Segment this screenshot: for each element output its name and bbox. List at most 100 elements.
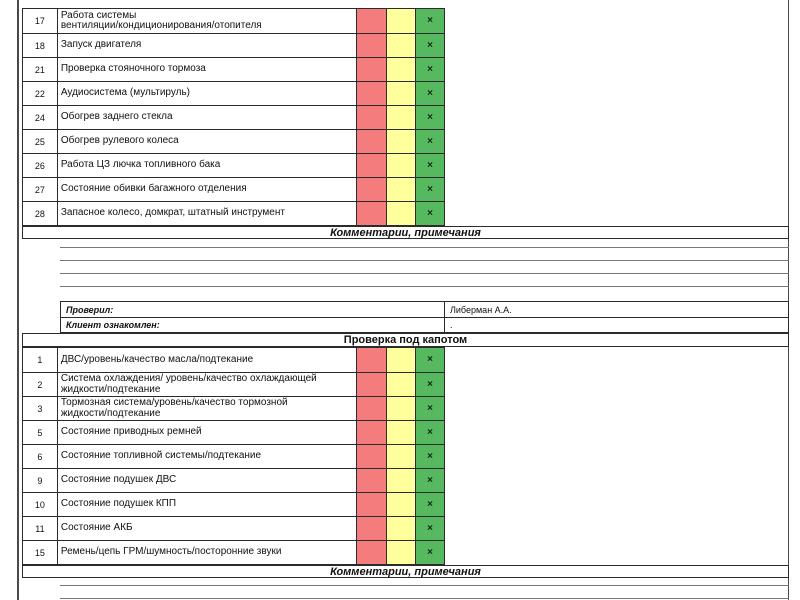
checked-by-row: Проверил: Либерман А.А. [61, 302, 788, 317]
status-cell-green: × [416, 154, 444, 177]
row-description: Запасное колесо, домкрат, штатный инстру… [58, 202, 358, 225]
status-cell-green: × [416, 9, 444, 33]
row-number: 3 [23, 397, 58, 420]
status-cell-green: × [416, 373, 444, 396]
row-number: 22 [23, 82, 58, 105]
status-cell-red [357, 373, 388, 396]
x-mark-icon: × [427, 63, 433, 75]
row-description: Состояние АКБ [58, 517, 358, 540]
status-cell-yellow [387, 9, 417, 33]
status-cell-green: × [416, 445, 444, 468]
signature-box-1: Проверил: Либерман А.А. Клиент ознакомле… [60, 301, 789, 333]
status-cell-yellow [387, 541, 417, 564]
checklist-row: 15 Ремень/цепь ГРМ/шумность/посторонние … [23, 540, 444, 564]
checklist-row: 17 Работа системы вентиляции/кондиционир… [23, 9, 444, 33]
comments-title: Комментарии, примечания [330, 565, 481, 578]
page-left-border [17, 0, 19, 600]
status-cell-yellow [387, 130, 417, 153]
checklist-row: 24 Обогрев заднего стекла × [23, 105, 444, 129]
status-cell-green: × [416, 469, 444, 492]
status-cell-red [357, 178, 388, 201]
status-cell-green: × [416, 178, 444, 201]
status-cell-green: × [416, 397, 444, 420]
client-informed-value: . [450, 320, 453, 330]
row-description: Проверка стояночного тормоза [58, 58, 358, 81]
status-cell-red [357, 421, 388, 444]
status-cell-yellow [387, 445, 417, 468]
status-cell-green: × [416, 517, 444, 540]
x-mark-icon: × [427, 87, 433, 99]
row-number: 9 [23, 469, 58, 492]
status-cell-green: × [416, 106, 444, 129]
x-mark-icon: × [427, 426, 433, 438]
status-cell-yellow [387, 178, 417, 201]
checklist-row: 22 Аудиосистема (мультируль) × [23, 81, 444, 105]
status-cell-red [357, 9, 388, 33]
checklist-row: 10 Состояние подушек КПП × [23, 492, 444, 516]
row-number: 17 [23, 9, 58, 33]
status-cell-yellow [387, 421, 417, 444]
status-cell-yellow [387, 34, 417, 57]
status-cell-yellow [387, 373, 417, 396]
row-description: Работа системы вентиляции/кондиционирова… [58, 9, 358, 33]
status-cell-green: × [416, 202, 444, 225]
status-cell-red [357, 397, 388, 420]
sheet-content: 17 Работа системы вентиляции/кондиционир… [22, 8, 789, 600]
status-cell-red [357, 154, 388, 177]
x-mark-icon: × [427, 378, 433, 390]
row-number: 25 [23, 130, 58, 153]
comment-lines-2 [60, 585, 789, 600]
x-mark-icon: × [427, 546, 433, 558]
client-informed-row: Клиент ознакомлен: . [61, 317, 788, 332]
checklist-row: 25 Обогрев рулевого колеса × [23, 129, 444, 153]
row-description: Состояние приводных ремней [58, 421, 358, 444]
status-cell-red [357, 469, 388, 492]
row-description: Обогрев рулевого колеса [58, 130, 358, 153]
status-cell-red [357, 82, 388, 105]
row-description: Состояние подушек КПП [58, 493, 358, 516]
checklist-row: 21 Проверка стояночного тормоза × [23, 57, 444, 81]
row-number: 5 [23, 421, 58, 444]
status-cell-green: × [416, 130, 444, 153]
status-cell-yellow [387, 154, 417, 177]
checklist-row: 2 Система охлаждения/ уровень/качество о… [23, 372, 444, 396]
comment-line [60, 585, 789, 598]
row-number: 2 [23, 373, 58, 396]
checklist-row: 6 Состояние топливной системы/подтекание… [23, 444, 444, 468]
status-cell-red [357, 517, 388, 540]
status-cell-red [357, 130, 388, 153]
comments-header-1: Комментарии, примечания [22, 226, 789, 239]
checklist-row: 3 Тормозная система/уровень/качество тор… [23, 396, 444, 420]
comments-header-2: Комментарии, примечания [22, 565, 789, 578]
status-cell-yellow [387, 397, 417, 420]
status-cell-red [357, 58, 388, 81]
client-informed-label: Клиент ознакомлен: [61, 318, 445, 332]
x-mark-icon: × [427, 135, 433, 147]
status-cell-red [357, 493, 388, 516]
status-cell-green: × [416, 34, 444, 57]
status-cell-red [357, 202, 388, 225]
row-description: Аудиосистема (мультируль) [58, 82, 358, 105]
status-cell-red [357, 106, 388, 129]
x-mark-icon: × [427, 207, 433, 219]
status-cell-yellow [387, 58, 417, 81]
checklist-row: 1 ДВС/уровень/качество масла/подтекание … [23, 348, 444, 372]
checklist-row: 26 Работа ЦЗ лючка топливного бака × [23, 153, 444, 177]
row-number: 15 [23, 541, 58, 564]
row-number: 28 [23, 202, 58, 225]
checked-by-value: Либерман А.А. [450, 304, 512, 315]
section-header-under-hood: Проверка под капотом [22, 333, 789, 347]
status-cell-red [357, 34, 388, 57]
checklist-row: 5 Состояние приводных ремней × [23, 420, 444, 444]
x-mark-icon: × [427, 111, 433, 123]
row-number: 6 [23, 445, 58, 468]
status-cell-red [357, 541, 388, 564]
comment-line [60, 286, 789, 299]
x-mark-icon: × [427, 474, 433, 486]
status-cell-green: × [416, 82, 444, 105]
row-description: ДВС/уровень/качество масла/подтекание [58, 348, 358, 372]
row-number: 10 [23, 493, 58, 516]
status-cell-yellow [387, 106, 417, 129]
section-title: Проверка под капотом [343, 334, 468, 346]
row-number: 26 [23, 154, 58, 177]
